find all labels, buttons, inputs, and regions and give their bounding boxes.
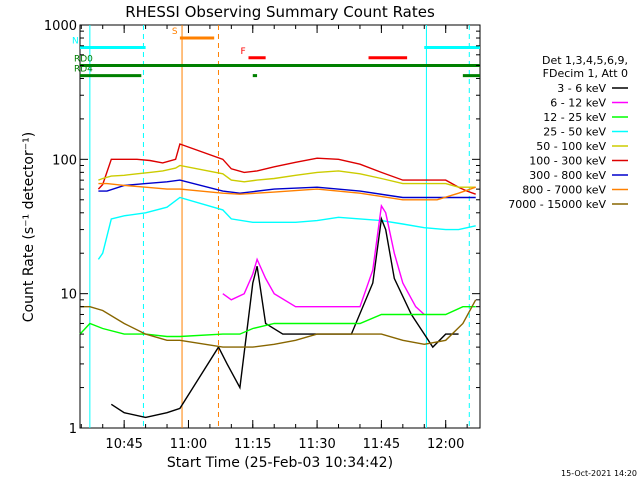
- x-tick-label-4: 11:45: [363, 437, 400, 452]
- legend-label-5: 100 - 300 keV: [529, 155, 606, 168]
- data-gap-0: [182, 26, 221, 427]
- x-tick-label-1: 11:00: [170, 437, 207, 452]
- flag-label-1: S: [172, 27, 178, 37]
- flag-label-2: F: [240, 47, 245, 57]
- legend-label-3: 25 - 50 keV: [543, 126, 606, 139]
- series-line-0: [97, 143, 476, 195]
- plot-frame: [79, 24, 481, 429]
- legend-header-1: FDecim 1, Att 0: [543, 67, 628, 80]
- y-tick-label-0: 1: [69, 422, 77, 437]
- series-line-6: [110, 216, 459, 419]
- legend: Det 1,3,4,5,6,9,FDecim 1, Att 0 3 - 6 keV…: [508, 54, 628, 211]
- flag-label-0: N: [72, 36, 79, 46]
- y-tick-label-2: 100: [52, 153, 77, 168]
- y-axis: 1 10 100 1000: [44, 19, 480, 437]
- legend-label-7: 800 - 7000 keV: [522, 184, 606, 197]
- flag-label-4: RD4: [74, 65, 93, 75]
- x-tick-label-2: 11:15: [234, 437, 271, 452]
- y-tick-label-1: 10: [60, 288, 77, 303]
- x-tick-label-5: 12:00: [427, 437, 464, 452]
- legend-label-1: 6 - 12 keV: [550, 97, 606, 110]
- legend-label-0: 3 - 6 keV: [557, 82, 606, 95]
- series-layer: [79, 143, 477, 419]
- legend-label-8: 7000 - 15000 keV: [508, 198, 606, 211]
- timestamp: 15-Oct-2021 14:20: [561, 469, 637, 478]
- series-line-7: [79, 306, 476, 338]
- series-line-8: [80, 299, 477, 348]
- flag-label-3: RD0: [74, 54, 93, 64]
- x-axis-label: Start Time (25-Feb-03 10:34:42): [167, 455, 393, 471]
- x-axis: 10:45 11:00 11:15 11:30 11:45 12:00: [80, 25, 468, 452]
- series-line-3: [98, 182, 476, 201]
- series-line-1: [98, 164, 476, 188]
- legend-label-4: 50 - 100 keV: [536, 140, 606, 153]
- series-line-4: [97, 196, 476, 260]
- chart-title: RHESSI Observing Summary Count Rates: [125, 3, 435, 21]
- series-line-2: [98, 179, 476, 199]
- data-gaps: [182, 26, 221, 427]
- series-line-5: [222, 203, 425, 316]
- x-tick-label-3: 11:30: [298, 437, 335, 452]
- legend-label-2: 12 - 25 keV: [543, 111, 606, 124]
- x-tick-label-0: 10:45: [105, 437, 142, 452]
- legend-header-0: Det 1,3,4,5,6,9,: [542, 54, 628, 67]
- vertical-markers: [89, 25, 470, 428]
- y-tick-label-3: 1000: [44, 19, 77, 34]
- legend-label-6: 300 - 800 keV: [529, 169, 606, 182]
- y-axis-label: Count Rate (s⁻¹ detector⁻¹): [21, 132, 37, 322]
